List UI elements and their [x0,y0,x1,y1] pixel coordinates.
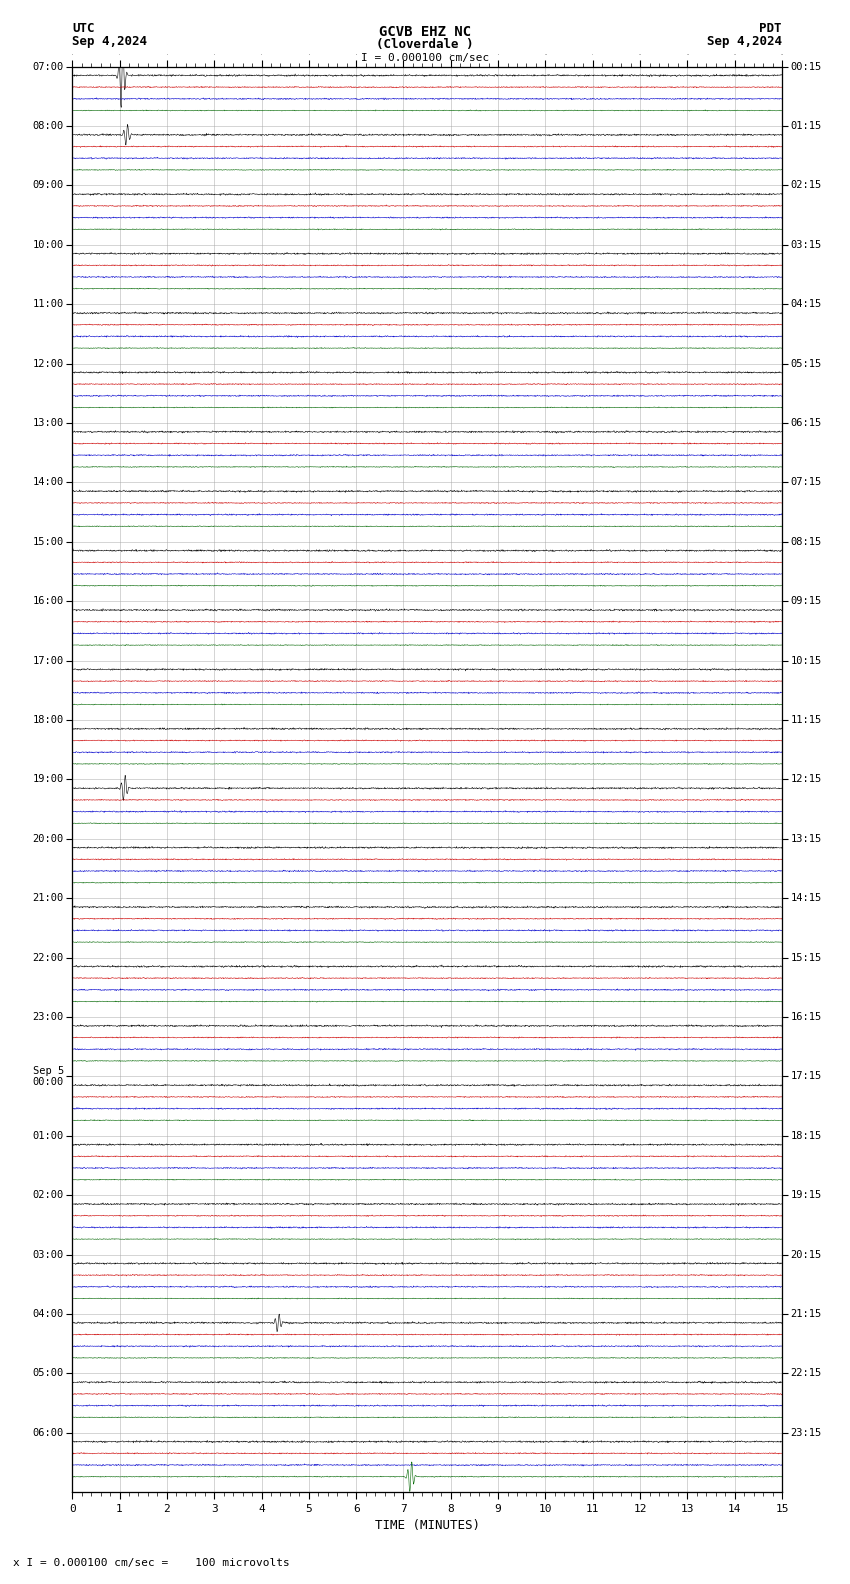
Text: Sep 4,2024: Sep 4,2024 [707,35,782,48]
Text: x I = 0.000100 cm/sec =    100 microvolts: x I = 0.000100 cm/sec = 100 microvolts [13,1559,290,1568]
Text: Sep 4,2024: Sep 4,2024 [72,35,147,48]
Text: I = 0.000100 cm/sec: I = 0.000100 cm/sec [361,54,489,63]
Text: UTC: UTC [72,22,94,35]
Text: PDT: PDT [760,22,782,35]
Text: (Cloverdale ): (Cloverdale ) [377,38,473,51]
Text: GCVB EHZ NC: GCVB EHZ NC [379,25,471,38]
X-axis label: TIME (MINUTES): TIME (MINUTES) [375,1519,479,1532]
